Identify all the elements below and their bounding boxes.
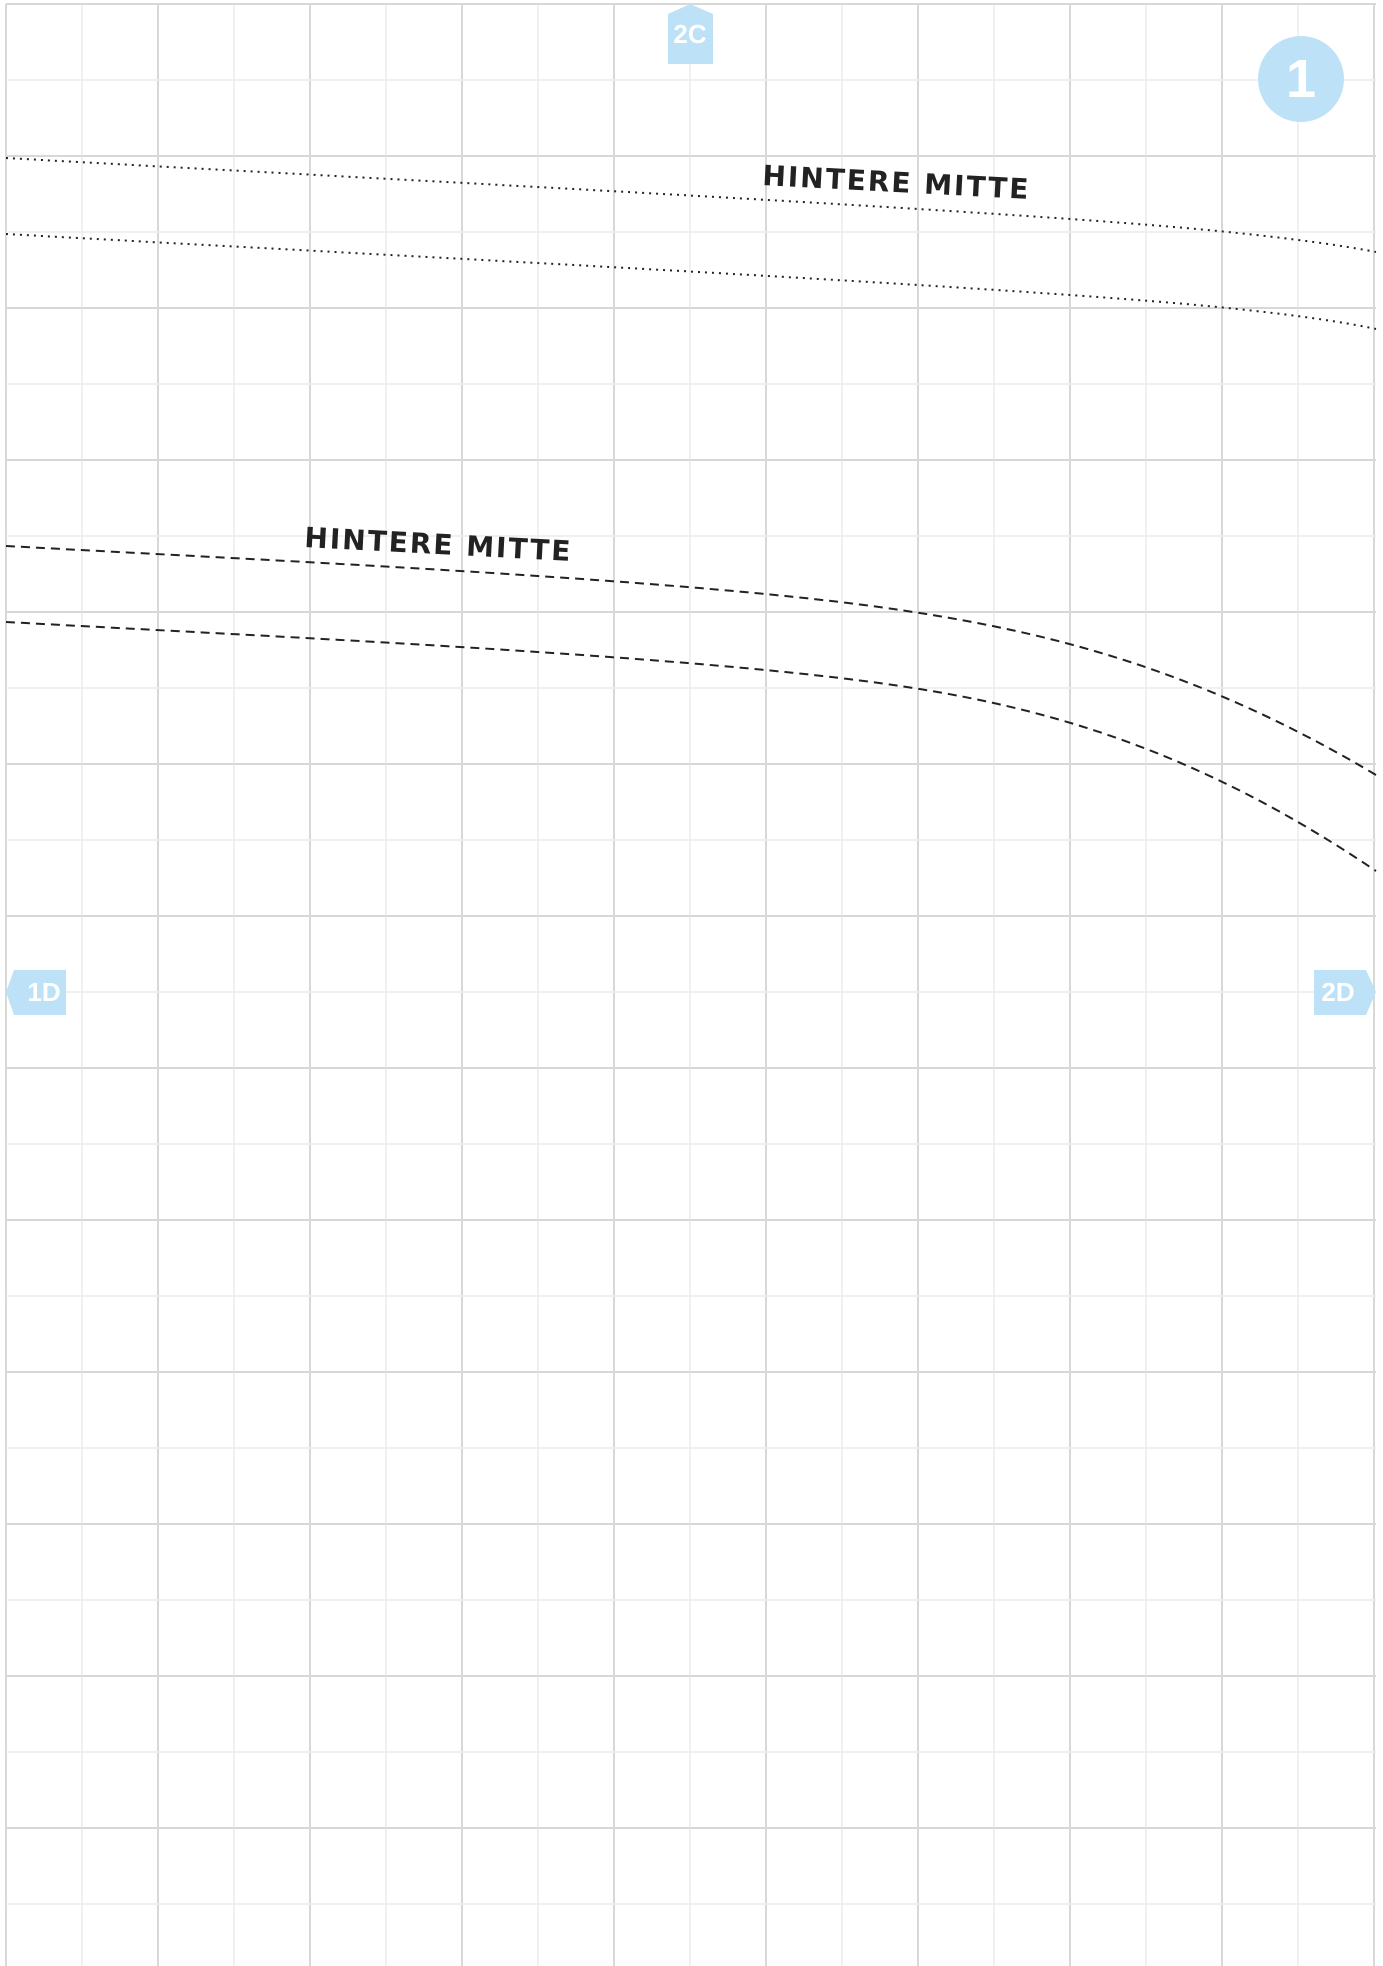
marker-label-top: 2C	[673, 19, 706, 49]
center-back-label-upper: HINTERE MITTE	[762, 159, 1032, 206]
dashed-pattern-line	[5, 621, 1377, 872]
grid-lines	[5, 3, 1376, 1966]
connection-marker-left: 1D	[6, 970, 66, 1015]
dotted-pattern-lines	[5, 157, 1377, 330]
page-number: 1	[1286, 49, 1316, 109]
dotted-pattern-line	[5, 157, 1377, 253]
marker-label-right: 2D	[1321, 977, 1354, 1007]
dashed-pattern-line	[5, 545, 1377, 776]
center-back-label-lower: HINTERE MITTE	[304, 521, 574, 568]
marker-label-left: 1D	[27, 977, 60, 1007]
dashed-pattern-lines	[5, 545, 1377, 872]
dotted-pattern-line	[5, 233, 1377, 330]
page-number-badge: 1	[1258, 36, 1344, 122]
connection-marker-right: 2D	[1314, 970, 1376, 1015]
connection-marker-top: 2C	[668, 4, 713, 64]
